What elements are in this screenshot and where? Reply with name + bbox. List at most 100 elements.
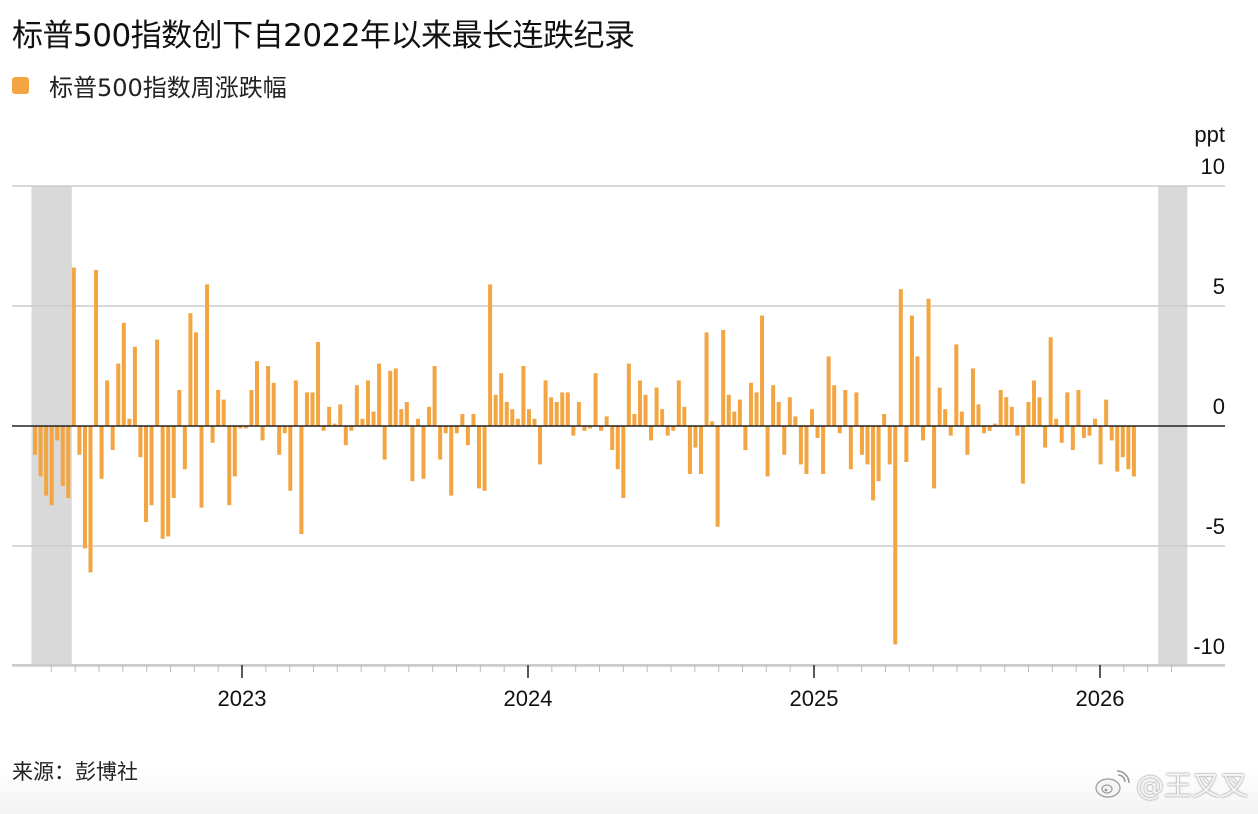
bar <box>255 361 259 426</box>
bar <box>282 426 287 434</box>
bar <box>676 380 681 426</box>
bar <box>288 426 293 491</box>
bar <box>748 382 753 426</box>
bar <box>410 426 415 482</box>
bar <box>1004 397 1009 426</box>
bar <box>637 380 642 426</box>
bar <box>1109 426 1114 441</box>
bar <box>798 426 803 465</box>
bar <box>787 397 792 426</box>
bar <box>693 426 698 448</box>
bar <box>1070 426 1075 450</box>
bar <box>626 363 631 426</box>
bar <box>538 426 543 465</box>
bar <box>593 373 598 426</box>
bar <box>1032 380 1036 426</box>
bar <box>360 418 365 426</box>
bar <box>632 414 637 426</box>
bar <box>621 426 626 498</box>
bar <box>277 426 282 455</box>
bar <box>443 426 448 434</box>
y-tick-label: -5 <box>1205 514 1225 539</box>
bar <box>299 426 304 534</box>
y-tick-label: -10 <box>1193 634 1225 659</box>
bar <box>743 426 748 450</box>
legend: 标普500指数周涨跌幅 <box>12 68 287 103</box>
bar <box>343 426 348 446</box>
bar <box>837 426 842 434</box>
y-axis-labels: ppt 10 5 0 -5 -10 <box>1193 122 1225 659</box>
bar <box>1093 418 1098 426</box>
bar <box>482 426 487 491</box>
bar <box>260 426 265 441</box>
bar <box>826 356 831 426</box>
bar <box>304 392 309 426</box>
bar <box>393 368 398 426</box>
bar <box>1059 426 1064 443</box>
bar <box>1043 426 1048 448</box>
bar <box>127 418 132 426</box>
bar <box>144 426 148 522</box>
bar <box>1098 426 1103 465</box>
bar <box>193 332 198 426</box>
bar <box>171 426 176 498</box>
bar <box>998 390 1003 426</box>
y-tick-label: 0 <box>1213 394 1225 419</box>
bar <box>454 426 459 434</box>
bars <box>33 267 1136 645</box>
bar <box>310 392 315 426</box>
bar <box>377 363 382 426</box>
bar <box>388 370 393 426</box>
bar <box>571 426 576 436</box>
bar <box>665 426 670 436</box>
bar <box>854 392 859 426</box>
bar <box>526 409 531 426</box>
bar <box>88 426 93 573</box>
bar <box>943 409 948 426</box>
bar <box>543 380 548 426</box>
bar <box>216 390 221 426</box>
bar <box>427 406 432 426</box>
bar <box>1087 426 1092 436</box>
bar <box>987 426 992 431</box>
bar <box>338 404 343 426</box>
bar <box>110 426 115 450</box>
bar <box>510 409 515 426</box>
bar <box>948 426 953 436</box>
weibo-icon <box>1095 770 1130 798</box>
bar <box>1015 426 1020 436</box>
bar <box>643 394 648 426</box>
bar <box>1104 399 1109 426</box>
bar <box>238 426 243 429</box>
bar <box>221 399 226 426</box>
bar <box>116 363 121 426</box>
x-tick-label: 2024 <box>504 686 553 711</box>
bar <box>327 406 332 426</box>
bar <box>554 402 559 426</box>
bar <box>243 426 248 429</box>
x-axis: 2023 2024 2025 2026 <box>12 664 1225 711</box>
bar <box>882 414 887 426</box>
bar <box>1120 426 1125 458</box>
bar <box>615 426 620 470</box>
bar <box>155 339 160 426</box>
bar <box>105 380 110 426</box>
bar <box>1048 337 1053 426</box>
bar <box>1037 397 1042 426</box>
bar <box>737 399 742 426</box>
bar <box>898 289 903 426</box>
bar <box>38 426 43 477</box>
bar <box>671 426 676 431</box>
bar <box>465 426 470 446</box>
bar <box>993 423 998 426</box>
bar <box>721 330 726 426</box>
bar <box>682 406 687 426</box>
bar <box>876 426 881 482</box>
bar <box>460 414 465 426</box>
bar <box>588 426 592 429</box>
x-tick-label: 2023 <box>218 686 267 711</box>
bar <box>49 426 54 506</box>
bar <box>60 426 65 486</box>
bar <box>859 426 864 455</box>
bar <box>532 418 537 426</box>
